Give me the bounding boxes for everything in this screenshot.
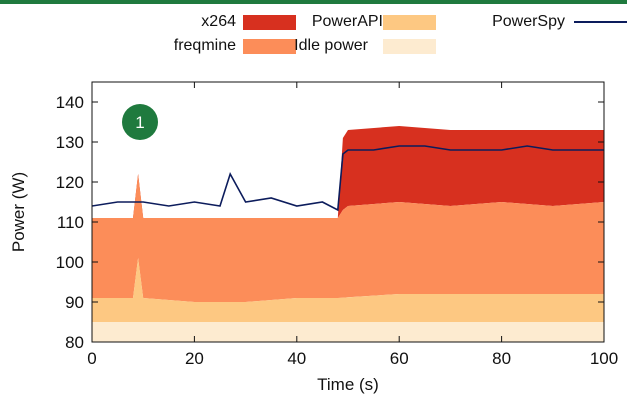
y-tick-label: 80 [65, 333, 84, 352]
y-tick-label: 140 [56, 93, 84, 112]
area-freqmine [92, 174, 604, 302]
legend-label-freqmine: freqmine [174, 37, 236, 54]
annotation-badge: 1 [122, 104, 158, 140]
annotation-badge-label: 1 [135, 113, 144, 132]
legend-label-powerspy: PowerSpy [492, 13, 565, 30]
legend-label-powerapi: PowerAPI [312, 13, 383, 30]
legend-swatch-freqmine [243, 39, 296, 54]
x-tick-label: 60 [390, 349, 409, 368]
x-axis-title: Time (s) [317, 375, 379, 394]
legend: x264 freqmine PowerAPI Idle power PowerS… [174, 13, 627, 54]
x-axis-ticks: 0 20 40 60 80 100 [87, 82, 618, 368]
area-powerapi [92, 258, 604, 322]
legend-swatch-x264 [243, 15, 296, 30]
x-tick-label: 100 [590, 349, 618, 368]
y-tick-label: 100 [56, 253, 84, 272]
x-tick-label: 40 [287, 349, 306, 368]
x-tick-label: 20 [185, 349, 204, 368]
stacked-areas [92, 126, 604, 342]
area-idle-power [92, 322, 604, 342]
y-tick-label: 130 [56, 133, 84, 152]
plot-frame [91, 81, 605, 343]
line-series [92, 145, 604, 212]
y-tick-label: 120 [56, 173, 84, 192]
area-x264 [92, 126, 604, 218]
annotation-badge-circle [122, 104, 158, 140]
x-tick-label: 80 [492, 349, 511, 368]
legend-swatch-idle-power [383, 39, 436, 54]
x-tick-label: 0 [87, 349, 96, 368]
y-axis-ticks: 80 90 100 110 120 130 140 [56, 93, 604, 352]
y-tick-label: 110 [57, 213, 84, 232]
top-accent-bar [0, 0, 627, 4]
line-powerspy [92, 145, 604, 212]
legend-label-x264: x264 [201, 13, 236, 30]
legend-swatch-powerapi [383, 15, 436, 30]
y-tick-label: 90 [65, 293, 84, 312]
y-axis-title: Power (W) [9, 172, 28, 252]
legend-label-idle-power: Idle power [294, 37, 368, 54]
